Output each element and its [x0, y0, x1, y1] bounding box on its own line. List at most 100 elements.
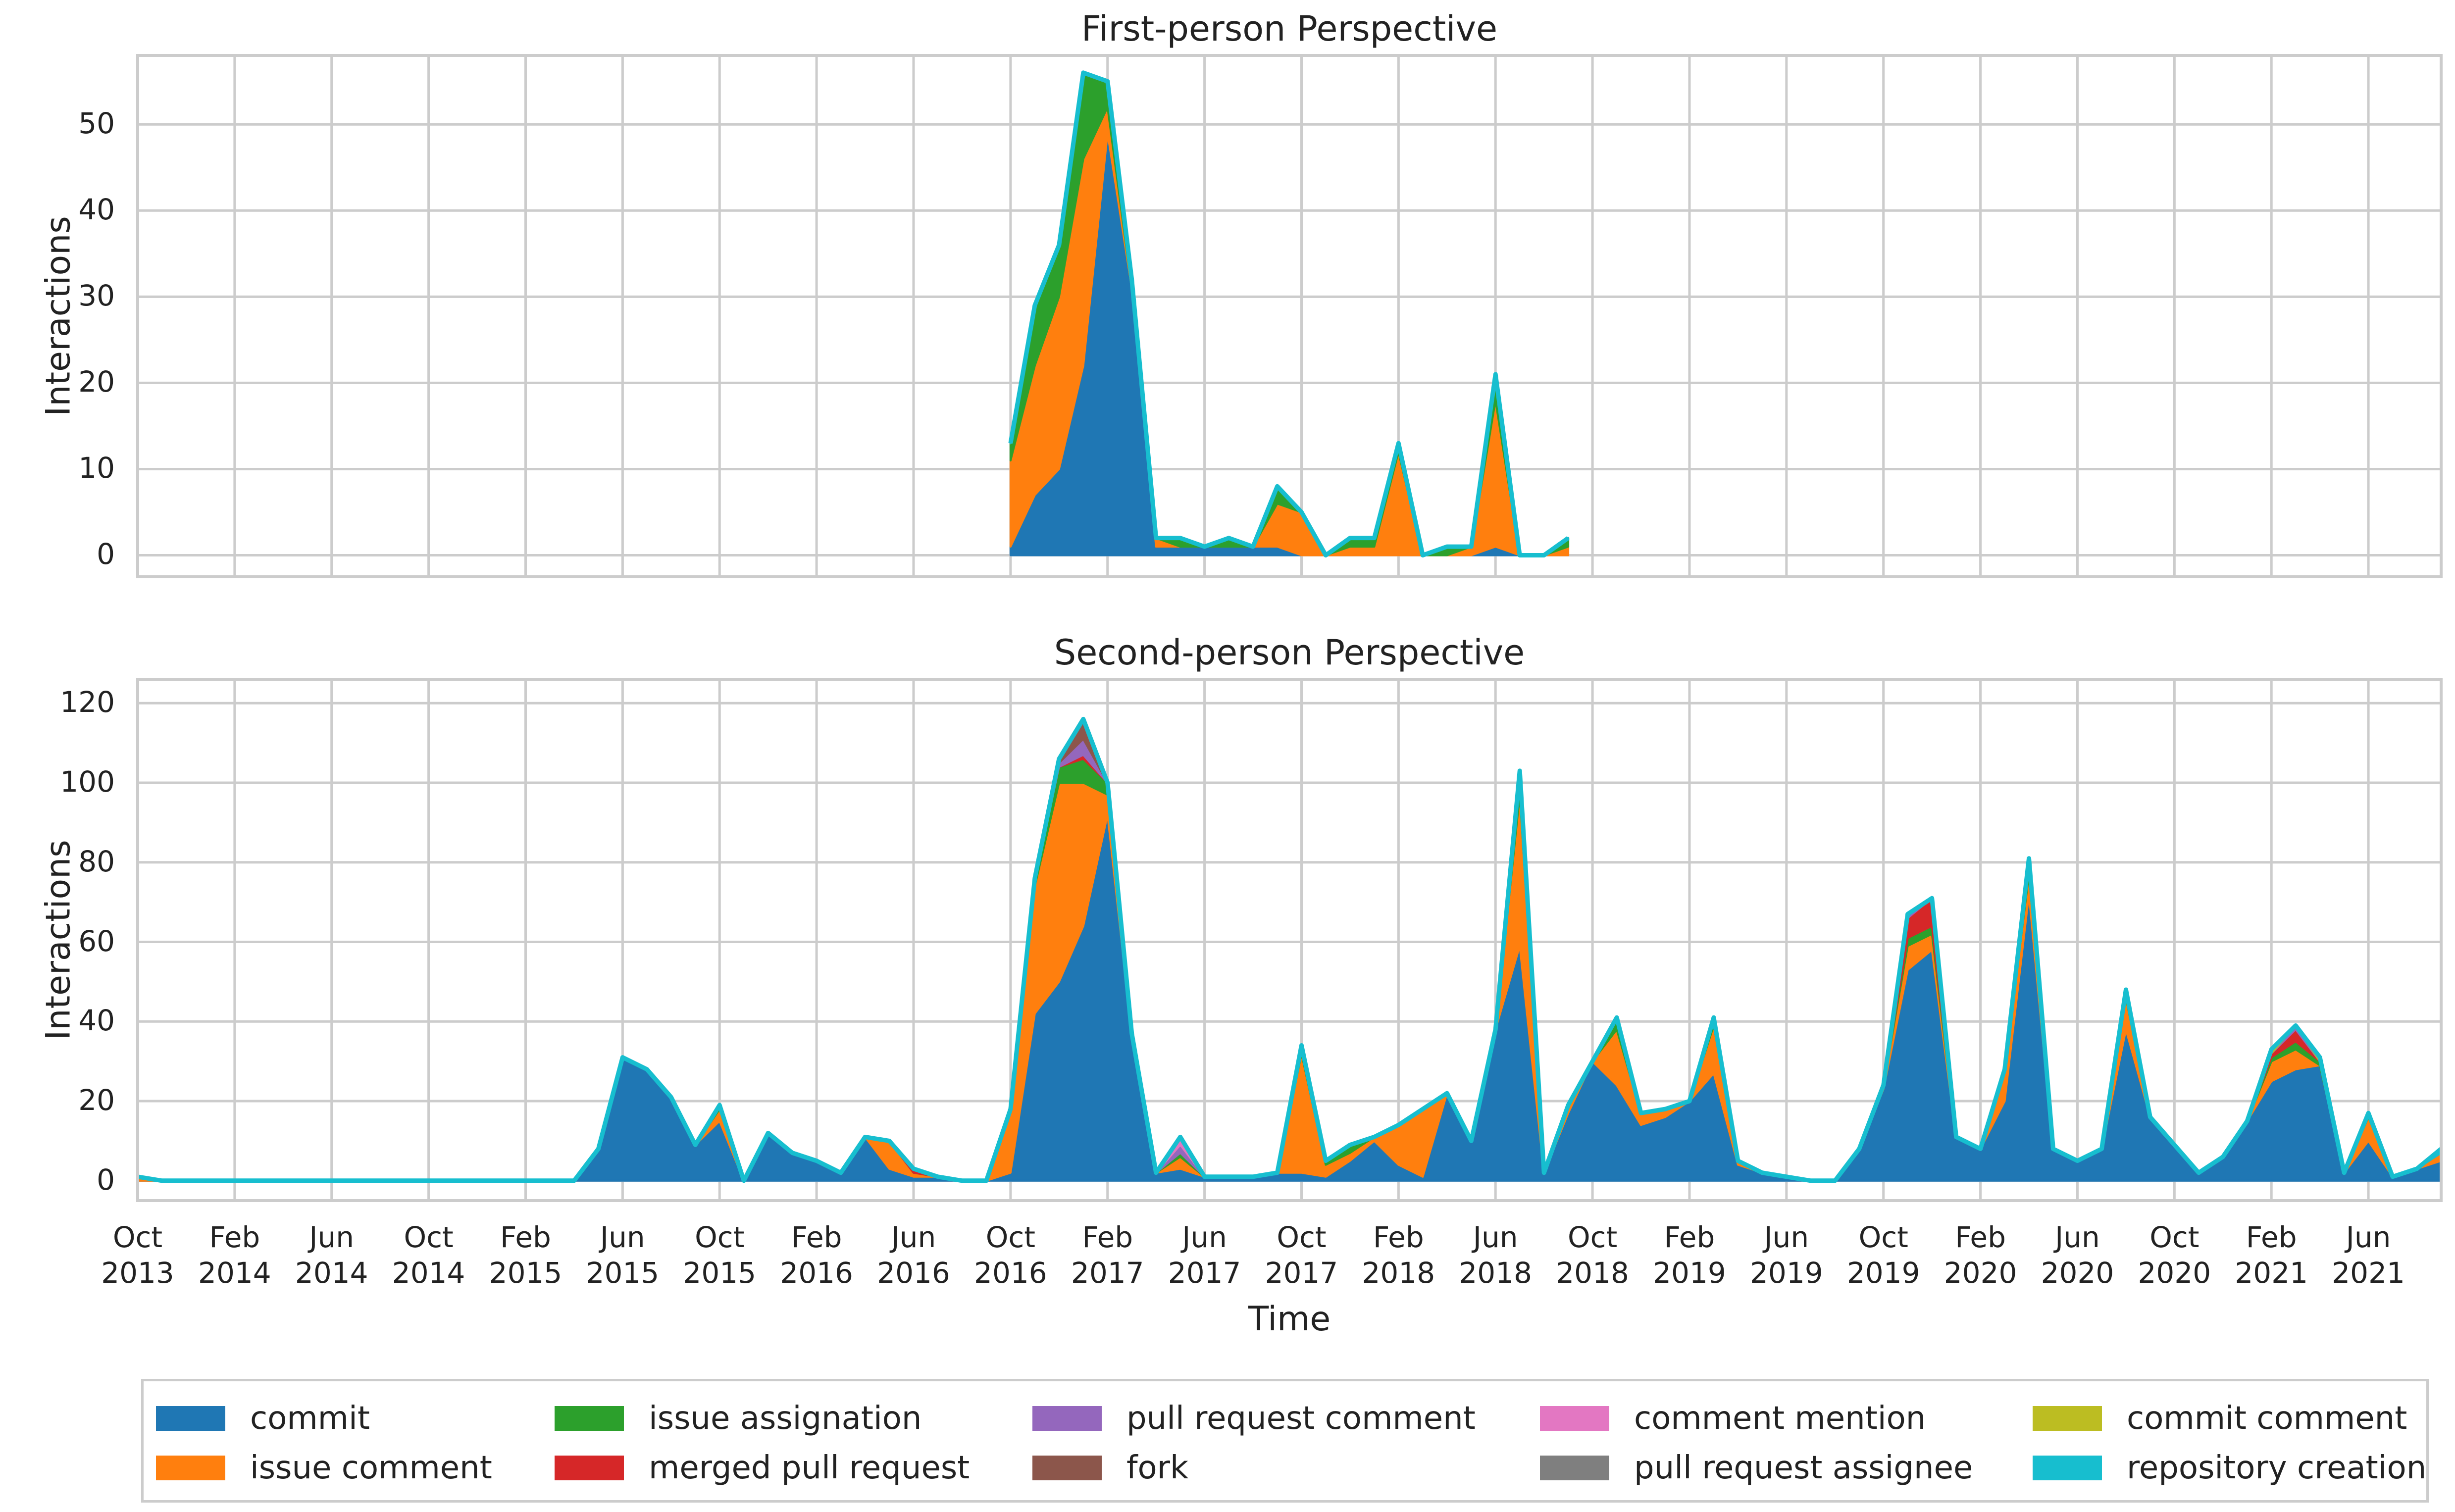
- x-tick-year: 2014: [198, 1256, 271, 1290]
- legend-label: commit comment: [2127, 1400, 2407, 1437]
- x-tick-month: Feb: [2246, 1220, 2297, 1254]
- legend-swatch: [1540, 1456, 1609, 1480]
- x-tick-label: Feb 2014: [180, 1219, 289, 1291]
- x-tick-month: Jun: [600, 1220, 645, 1254]
- x-tick-label: Feb 2019: [1635, 1219, 1744, 1291]
- x-tick-month: Jun: [1764, 1220, 1809, 1254]
- x-tick-label: Oct 2019: [1829, 1219, 1938, 1291]
- legend-swatch: [555, 1406, 624, 1431]
- x-tick-year: 2019: [1846, 1256, 1920, 1290]
- x-tick-year: 2017: [1265, 1256, 1338, 1290]
- x-tick-month: Jun: [309, 1220, 355, 1254]
- x-tick-month: Feb: [791, 1220, 842, 1254]
- y-tick-label: 100: [60, 764, 115, 799]
- x-tick-label: Oct 2014: [374, 1219, 483, 1291]
- x-tick-month: Oct: [695, 1220, 745, 1254]
- x-tick-label: Jun 2020: [2023, 1219, 2132, 1291]
- x-tick-year: 2020: [2138, 1256, 2211, 1290]
- x-tick-year: 2015: [489, 1256, 563, 1290]
- axes-frame: [136, 678, 2443, 1202]
- x-tick-year: 2017: [1071, 1256, 1144, 1290]
- x-tick-year: 2015: [586, 1256, 660, 1290]
- x-tick-label: Feb 2017: [1053, 1219, 1162, 1291]
- y-tick-label: 50: [78, 106, 115, 141]
- x-tick-year: 2019: [1750, 1256, 1823, 1290]
- x-tick-month: Jun: [2346, 1220, 2391, 1254]
- x-tick-year: 2014: [392, 1256, 465, 1290]
- legend-swatch: [156, 1406, 225, 1431]
- x-tick-month: Jun: [891, 1220, 936, 1254]
- legend-label: issue comment: [250, 1450, 492, 1486]
- legend-label: commit: [250, 1400, 370, 1437]
- x-tick-year: 2020: [2041, 1256, 2114, 1290]
- legend-item: pull request comment: [1032, 1400, 1476, 1437]
- x-tick-label: Feb 2021: [2217, 1219, 2326, 1291]
- x-tick-year: 2016: [877, 1256, 950, 1290]
- x-tick-year: 2016: [974, 1256, 1047, 1290]
- x-tick-label: Jun 2018: [1441, 1219, 1550, 1291]
- legend-swatch: [1032, 1456, 1102, 1480]
- panel-2: [136, 678, 2443, 1202]
- x-tick-year: 2018: [1556, 1256, 1629, 1290]
- legend-label: issue assignation: [649, 1400, 922, 1437]
- y-tick-label: 10: [78, 451, 115, 485]
- x-tick-month: Jun: [1473, 1220, 1518, 1254]
- x-tick-label: Oct 2015: [665, 1219, 774, 1291]
- legend-swatch: [1032, 1406, 1102, 1431]
- legend-swatch: [2033, 1456, 2102, 1480]
- legend-label: pull request assignee: [1634, 1450, 1973, 1486]
- x-tick-year: 2021: [2235, 1256, 2308, 1290]
- x-tick-month: Feb: [500, 1220, 551, 1254]
- x-tick-year: 2019: [1653, 1256, 1726, 1290]
- legend-swatch: [156, 1456, 225, 1480]
- legend-item: merged pull request: [555, 1450, 970, 1486]
- panel-title: Second-person Perspective: [1054, 632, 1525, 673]
- x-tick-label: Jun 2019: [1732, 1219, 1841, 1291]
- legend-item: comment mention: [1540, 1400, 1926, 1437]
- x-tick-year: 2018: [1362, 1256, 1435, 1290]
- y-tick-label: 0: [97, 1162, 115, 1197]
- x-tick-month: Oct: [404, 1220, 454, 1254]
- x-tick-year: 2017: [1168, 1256, 1241, 1290]
- legend-item: issue comment: [156, 1450, 492, 1486]
- legend-item: commit comment: [2033, 1400, 2407, 1437]
- x-tick-month: Oct: [2149, 1220, 2199, 1254]
- x-tick-label: Jun 2017: [1150, 1219, 1259, 1291]
- y-tick-label: 0: [97, 537, 115, 571]
- x-tick-year: 2020: [1944, 1256, 2017, 1290]
- y-tick-label: 80: [78, 844, 115, 878]
- x-tick-month: Jun: [2055, 1220, 2100, 1254]
- y-tick-label: 20: [78, 1083, 115, 1117]
- x-tick-year: 2013: [101, 1256, 174, 1290]
- x-tick-month: Oct: [1567, 1220, 1618, 1254]
- legend-item: fork: [1032, 1450, 1188, 1486]
- legend-item: issue assignation: [555, 1400, 921, 1437]
- legend-label: comment mention: [1634, 1400, 1926, 1437]
- x-tick-year: 2014: [295, 1256, 368, 1290]
- x-tick-label: Jun 2014: [277, 1219, 386, 1291]
- x-tick-month: Oct: [1277, 1220, 1327, 1254]
- y-tick-label: 40: [78, 1004, 115, 1038]
- legend: commit issue comment issue assignation merg…: [141, 1379, 2429, 1503]
- panel-title: First-person Perspective: [1081, 8, 1498, 49]
- x-tick-year: 2018: [1459, 1256, 1533, 1290]
- legend-label: repository creation: [2127, 1450, 2427, 1486]
- x-tick-label: Oct 2016: [956, 1219, 1065, 1291]
- x-tick-month: Feb: [1664, 1220, 1715, 1254]
- y-tick-label: 20: [78, 365, 115, 399]
- y-tick-label: 30: [78, 279, 115, 313]
- x-tick-month: Feb: [1373, 1220, 1424, 1254]
- y-tick-label: 40: [78, 193, 115, 227]
- x-tick-label: Jun 2015: [568, 1219, 677, 1291]
- x-tick-label: Feb 2020: [1926, 1219, 2035, 1291]
- x-tick-month: Feb: [209, 1220, 260, 1254]
- x-tick-label: Jun 2021: [2314, 1219, 2423, 1291]
- x-tick-year: 2015: [683, 1256, 757, 1290]
- x-tick-label: Jun 2016: [859, 1219, 968, 1291]
- legend-label: fork: [1126, 1450, 1189, 1486]
- y-tick-label: 120: [60, 685, 115, 719]
- legend-item: commit: [156, 1400, 370, 1437]
- legend-item: repository creation: [2033, 1450, 2426, 1486]
